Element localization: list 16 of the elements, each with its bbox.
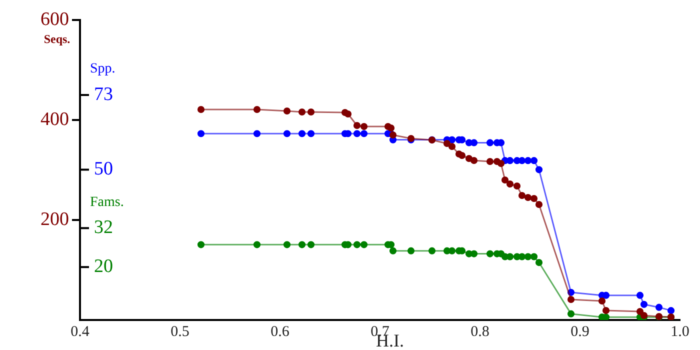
y-axis-title: Seqs.	[44, 32, 70, 46]
y3-tick-label: 32	[94, 217, 113, 238]
x-tick-label: 0.6	[270, 324, 290, 340]
x-tick-label: 0.4	[70, 324, 90, 340]
y-tick-label: 600	[40, 8, 69, 30]
y-tick-label: 400	[40, 108, 69, 130]
x-tick-label: 0.8	[470, 324, 490, 340]
x-tick-label: 1.0	[670, 324, 690, 340]
y3-tick-label: 20	[94, 256, 113, 278]
y2-tick-label: 50	[94, 158, 113, 180]
y-tick-label: 200	[40, 208, 69, 230]
y2-axis-title: Spp.	[90, 62, 116, 77]
x-tick-label: 0.9	[570, 324, 590, 340]
x-tick-label: 0.5	[170, 324, 190, 340]
y3-axis-title: Fams.	[90, 194, 124, 210]
y2-tick-label: 73	[94, 84, 113, 105]
